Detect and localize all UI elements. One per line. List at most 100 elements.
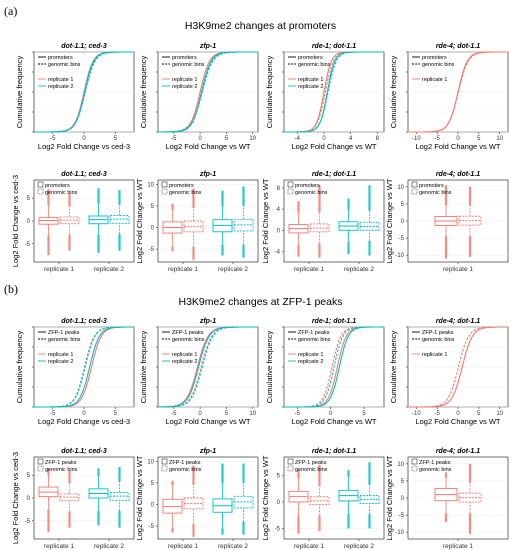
p1-box2-xtick-label: replicate 1 — [294, 543, 324, 550]
p0-box3-legend-key-1 — [411, 188, 418, 195]
p1-box3-legend-key-1 — [411, 465, 418, 472]
p0-cdf1-legend-label-2: replicate 1 — [172, 77, 197, 83]
p0-box3-xtick-label: replicate 1 — [443, 266, 473, 273]
p1-cdf3-xtick-label: 10 — [496, 411, 503, 417]
p1-box0-xtick-label: replicate 2 — [94, 543, 124, 550]
p1-box0-legend-key-1 — [37, 465, 44, 472]
p0-cdf3-xtick-label: 0 — [456, 136, 460, 142]
p0-box2-xtick-label: replicate 2 — [344, 266, 374, 273]
p1-box2-legend-key-1 — [287, 465, 294, 472]
p0-box1-ytick-label: -5 — [149, 247, 155, 253]
p1-box0-ytick-label: 5 — [27, 473, 31, 479]
p0-cdf1-series-3 — [158, 51, 258, 133]
p1-cdf3-legend-label-0: ZFP-1 peaks — [422, 330, 454, 336]
p1-cdf1-ylabel: Cumulative frequency — [139, 330, 148, 403]
p1-box3-ylabel: Log2 Fold Change vs WT — [385, 455, 394, 540]
p0-cdf1-xlabel: Log2 Fold Change vs WT — [165, 142, 250, 151]
panel-a-title: H3K9me2 changes at promoters — [184, 20, 337, 32]
p1-cdf2-xtick-label: -5 — [295, 411, 301, 417]
p1-box1-ytick-label: 10 — [147, 459, 154, 465]
p1-cdf2-legend-label-0: ZFP-1 peaks — [298, 330, 330, 336]
p0-cdf2-legend-label-0: promoters — [298, 55, 323, 61]
p0-cdf2-xtick-label: 4 — [349, 136, 353, 142]
p0-cdf3-title: rde-4; dot-1.1 — [436, 43, 480, 50]
p1-cdf2-legend-label-1: genomic bins — [298, 337, 331, 343]
p0-box3-legend-key-0 — [411, 181, 418, 188]
p0-box1-title: zfp-1 — [199, 171, 216, 178]
p0-cdf1-legend-label-0: promoters — [172, 55, 197, 61]
p0-box2-frame — [283, 179, 385, 263]
p1-cdf1-legend-label-2: replicate 1 — [172, 352, 197, 358]
p1-cdf2-xtick-label: 5 — [362, 411, 366, 417]
p1-cdf3-xtick-label: 5 — [477, 411, 481, 417]
p1-box1-frame — [157, 456, 259, 540]
p0-box2-legend-key-0 — [287, 181, 294, 188]
p0-cdf1-ylabel: Cumulative frequency — [139, 55, 148, 128]
p1-box2-ylabel: Log2 Fold Change vs WT — [261, 455, 270, 540]
panel-b-title: H3K9me2 changes at ZFP-1 peaks — [178, 296, 343, 308]
p1-cdf2-xtick-label: 0 — [329, 411, 333, 417]
p1-cdf0-legend-label-3: replicate 2 — [48, 359, 73, 365]
p0-box3-ytick-label: 10 — [397, 185, 404, 191]
p0-box1-ytick-label: 0 — [151, 225, 155, 231]
p0-box2-ytick-label: 8 — [277, 186, 281, 192]
p1-box2-legend-label-1: genomic bins — [295, 467, 328, 473]
p1-box2-ytick-label: 5 — [277, 474, 281, 480]
p0-cdf1-legend-label-3: replicate 2 — [172, 84, 197, 90]
p0-box0-legend-label-0: promoters — [45, 183, 70, 189]
p1-cdf2-title: rde-1; dot-1.1 — [312, 318, 356, 325]
p1-cdf1-legend-label-3: replicate 2 — [172, 359, 197, 365]
p1-box0-legend-label-1: genomic bins — [45, 467, 78, 473]
p1-cdf1-legend-label-0: ZFP-1 peaks — [172, 330, 204, 336]
p0-box1-xtick-label: replicate 1 — [168, 266, 198, 273]
p1-box3-ytick-label: -10 — [395, 530, 404, 536]
p0-cdf2-series-3 — [284, 51, 384, 133]
p0-box1-legend-label-1: genomic bins — [169, 190, 202, 196]
p1-cdf0-xtick-label: 0 — [82, 411, 86, 417]
p0-cdf2-title: rde-1; dot-1.1 — [312, 43, 356, 50]
p0-box2-ytick-label: -4 — [275, 249, 281, 255]
p1-box1-legend-key-0 — [161, 458, 168, 465]
p0-cdf2-legend-label-2: replicate 1 — [298, 77, 323, 83]
p0-box0-ylabel: Log2 Fold Change vs ced-3 — [11, 175, 20, 267]
p0-cdf3-xtick-label: 10 — [496, 136, 503, 142]
p1-cdf2-xlabel: Log2 Fold Change vs WT — [291, 417, 376, 426]
p1-cdf0-xtick-label: 5 — [114, 411, 118, 417]
panel-b-label: (b) — [4, 282, 18, 296]
p0-cdf0-xtick-label: 0 — [82, 136, 86, 142]
p1-box2-legend-label-0: ZFP-1 peaks — [295, 460, 327, 466]
p1-box0-ytick-label: -5 — [25, 519, 31, 525]
p0-cdf1-xtick-label: -5 — [171, 136, 177, 142]
p1-box2-title: rde-1; dot-1.1 — [312, 448, 356, 455]
p1-box1-box — [183, 497, 204, 510]
p1-cdf1-title: zfp-1 — [199, 318, 216, 325]
p0-box2-ytick-label: 0 — [277, 228, 281, 234]
p1-box3-xtick-label: replicate 1 — [443, 543, 473, 550]
p1-cdf1-xtick-label: -5 — [171, 411, 177, 417]
p1-box3-ytick-label: 5 — [401, 479, 405, 485]
p0-cdf2-xtick-label: 0 — [322, 136, 326, 142]
p0-box0-xtick-label: replicate 1 — [44, 266, 74, 273]
p0-cdf1-legend-label-1: genomic bins — [172, 62, 205, 68]
p0-box2-title: rde-1; dot-1.1 — [312, 171, 356, 178]
p1-cdf1-series-3 — [158, 326, 258, 408]
p0-box0-ytick-label: 5 — [27, 196, 31, 202]
p0-box2-ytick-label: 4 — [277, 207, 281, 213]
p1-cdf0-xtick-label: -5 — [50, 411, 56, 417]
p1-cdf0-ylabel: Cumulative frequency — [15, 330, 24, 403]
p0-box1-box — [183, 220, 204, 233]
p1-box3-legend-key-0 — [411, 458, 418, 465]
p0-box2-legend-label-1: genomic bins — [295, 190, 328, 196]
p1-cdf3-xlabel: Log2 Fold Change vs WT — [415, 417, 500, 426]
p0-cdf3-legend-label-0: promoters — [422, 55, 447, 61]
p0-cdf1-xtick-label: 5 — [225, 136, 229, 142]
p0-cdf0-legend-label-3: replicate 2 — [48, 84, 73, 90]
p0-cdf3-xtick-label: -5 — [434, 136, 440, 142]
p0-box0-xtick-label: replicate 2 — [94, 266, 124, 273]
p0-box2-legend-key-1 — [287, 188, 294, 195]
p1-box3-ytick-label: -5 — [399, 513, 405, 519]
p0-box3-ytick-label: 5 — [401, 202, 405, 208]
p0-box3-legend-label-0: promoters — [419, 183, 444, 189]
p0-cdf0-ylabel: Cumulative frequency — [15, 55, 24, 128]
